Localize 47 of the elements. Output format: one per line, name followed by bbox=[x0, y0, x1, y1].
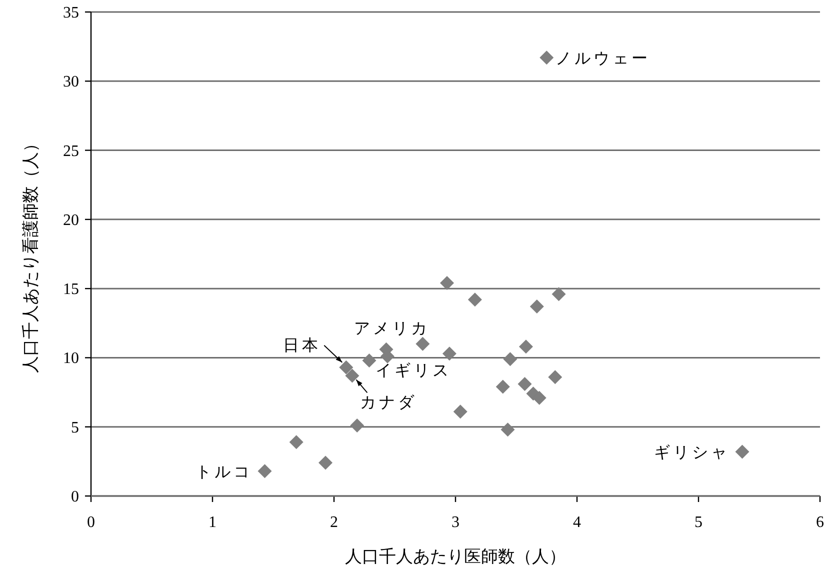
x-tick-label: 5 bbox=[694, 514, 702, 531]
y-axis-title: 人口千人あたり看護師数（人） bbox=[21, 135, 40, 373]
point bbox=[503, 352, 518, 366]
point bbox=[345, 368, 360, 383]
annotation: 日本 bbox=[283, 336, 322, 354]
x-tick-label: 0 bbox=[87, 514, 95, 531]
y-tick-label: 30 bbox=[63, 74, 79, 91]
annotation: アメリカ bbox=[354, 320, 430, 338]
point bbox=[532, 390, 546, 405]
x-tick-label: 4 bbox=[573, 514, 581, 531]
point bbox=[735, 444, 750, 459]
point bbox=[530, 300, 544, 314]
y-tick-label: 15 bbox=[63, 281, 79, 298]
y-tick-label: 25 bbox=[63, 142, 79, 160]
point bbox=[350, 418, 364, 432]
point bbox=[416, 336, 430, 351]
annotation: ノルウェー bbox=[556, 50, 651, 68]
annotation: イギリス bbox=[375, 361, 452, 380]
y-tick-label: 35 bbox=[63, 4, 79, 22]
point bbox=[500, 422, 515, 437]
annotation: トルコ bbox=[196, 464, 253, 482]
x-tick-label: 1 bbox=[208, 514, 216, 531]
point bbox=[440, 276, 454, 290]
point bbox=[548, 370, 562, 384]
point bbox=[552, 287, 566, 302]
point bbox=[496, 380, 510, 394]
point bbox=[518, 340, 533, 354]
annotation: ギリシャ bbox=[654, 444, 730, 462]
point bbox=[468, 292, 482, 307]
point bbox=[453, 404, 468, 419]
y-tick-label: 5 bbox=[71, 419, 79, 436]
y-tick-label: 0 bbox=[71, 488, 79, 506]
point bbox=[318, 456, 332, 470]
point bbox=[518, 376, 532, 391]
point bbox=[442, 346, 456, 361]
y-tick-label: 20 bbox=[63, 212, 79, 229]
x-axis-title: 人口千人あたり医師数（人） bbox=[345, 547, 566, 566]
point bbox=[289, 435, 304, 450]
point bbox=[339, 360, 354, 374]
y-tick-label: 10 bbox=[63, 350, 79, 368]
point bbox=[258, 464, 272, 478]
point bbox=[362, 353, 376, 368]
x-tick-label: 6 bbox=[816, 514, 824, 531]
x-tick-label: 2 bbox=[330, 514, 338, 531]
annotation: カナダ bbox=[360, 394, 418, 412]
x-tick-label: 3 bbox=[452, 514, 460, 531]
point bbox=[540, 50, 554, 65]
